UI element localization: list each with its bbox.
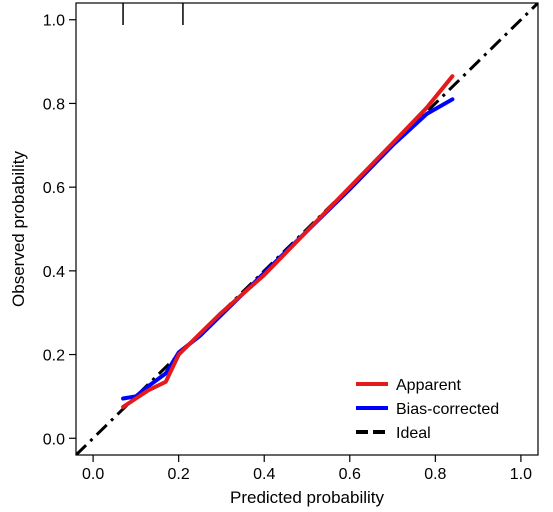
legend-label: Ideal [396,425,431,442]
y-tick-label: 1.0 [43,13,65,30]
x-tick-label: 0.2 [168,466,190,483]
x-tick-label: 0.8 [424,466,446,483]
y-tick-label: 0.8 [43,96,65,113]
x-tick-label: 1.0 [510,466,532,483]
series-lines [76,3,538,455]
y-tick-label: 0.2 [43,348,65,365]
y-tick-label: 0.4 [43,264,65,281]
apparent-line [121,74,455,409]
legend-label: Apparent [396,377,461,394]
x-tick-label: 0.4 [253,466,275,483]
y-tick-label: 0.6 [43,180,65,197]
y-axis: 0.0 0.2 0.4 0.6 0.8 1.0 [43,13,76,448]
x-axis-title: Predicted probability [230,488,385,507]
y-axis-title: Observed probability [9,151,28,307]
legend: Apparent Bias-corrected Ideal [356,377,499,442]
rug-marks [122,3,184,25]
x-tick-label: 0.6 [339,466,361,483]
x-tick-label: 0.0 [82,466,104,483]
y-tick-label: 0.0 [43,431,65,448]
plot-frame [75,2,539,456]
legend-label: Bias-corrected [396,401,499,418]
x-axis: 0.0 0.2 0.4 0.6 0.8 1.0 [82,455,532,483]
